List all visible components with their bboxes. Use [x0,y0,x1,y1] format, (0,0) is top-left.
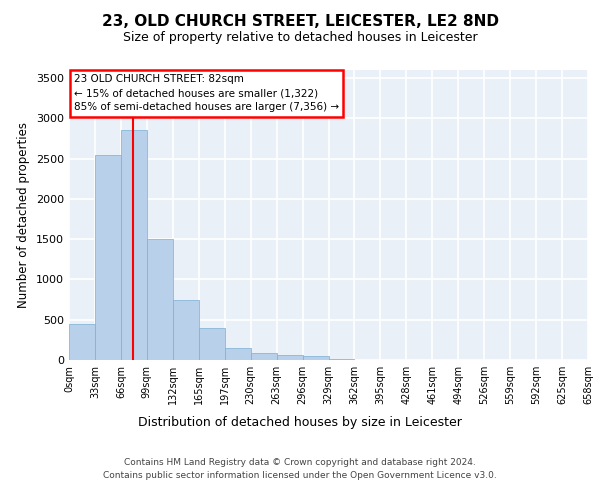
Text: Contains public sector information licensed under the Open Government Licence v3: Contains public sector information licen… [103,472,497,480]
Bar [251,353,277,360]
Bar [329,359,355,360]
Text: 23 OLD CHURCH STREET: 82sqm
← 15% of detached houses are smaller (1,322)
85% of : 23 OLD CHURCH STREET: 82sqm ← 15% of det… [74,74,340,112]
Text: Contains HM Land Registry data © Crown copyright and database right 2024.: Contains HM Land Registry data © Crown c… [124,458,476,467]
Y-axis label: Number of detached properties: Number of detached properties [17,122,31,308]
Bar [277,355,302,360]
Bar [173,300,199,360]
Bar [147,239,173,360]
Bar [225,348,251,360]
Text: Distribution of detached houses by size in Leicester: Distribution of detached houses by size … [138,416,462,429]
Bar [121,130,147,360]
Bar [95,154,121,360]
Text: 23, OLD CHURCH STREET, LEICESTER, LE2 8ND: 23, OLD CHURCH STREET, LEICESTER, LE2 8N… [101,14,499,28]
Text: Size of property relative to detached houses in Leicester: Size of property relative to detached ho… [122,31,478,44]
Bar [302,356,329,360]
Bar [199,328,224,360]
Bar [69,324,95,360]
